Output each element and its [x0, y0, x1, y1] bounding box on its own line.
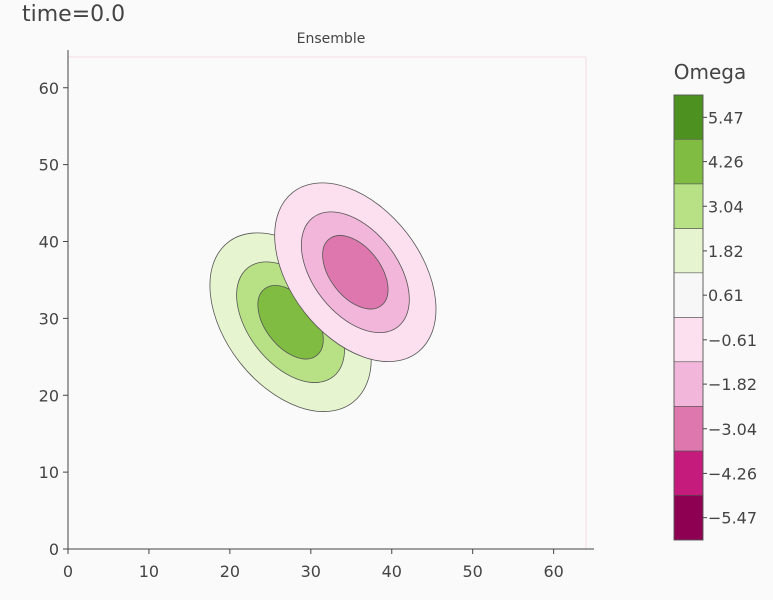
colorbar-bin [673, 406, 704, 452]
colorbar-bin [673, 94, 704, 140]
colorbar-tick-label: 0.61 [708, 286, 744, 305]
y-tick-label: 50 [39, 156, 59, 175]
x-tick-label: 30 [301, 562, 321, 581]
x-tick-label: 20 [220, 562, 240, 581]
colorbar-bin [673, 450, 704, 496]
colorbar-tick-label: −3.04 [708, 420, 757, 439]
colorbar-tick-label: 1.82 [708, 242, 744, 261]
colorbar-tick-label: −1.82 [708, 375, 757, 394]
x-tick-label: 10 [139, 562, 159, 581]
subplot-title: Ensemble [297, 31, 366, 47]
colorbar-bin [673, 183, 704, 229]
colorbar: Omega 5.47 4.26 3.04 1.82 0.61 −0.61 −1.82 −3.0… [673, 60, 757, 541]
y-tick-label: 30 [39, 309, 59, 328]
y-tick-label: 40 [39, 233, 59, 252]
contour-layer [209, 182, 437, 412]
colorbar-tick-label: −5.47 [708, 509, 757, 528]
y-tick-label: 10 [39, 463, 59, 482]
axes [67, 50, 594, 550]
colorbar-bin [673, 361, 704, 407]
colorbar-tick-label: −0.61 [708, 331, 757, 350]
colorbar-outline [673, 94, 704, 541]
x-tick-label: 40 [382, 562, 402, 581]
x-tick-label: 0 [63, 562, 73, 581]
colorbar-title: Omega [674, 60, 746, 84]
y-tick-label: 0 [49, 540, 59, 559]
y-tick-label: 60 [39, 79, 59, 98]
colorbar-bin [673, 495, 704, 541]
contour-negative-level-neg3.04 [322, 235, 389, 310]
colorbar-bin [673, 272, 704, 318]
y-ticks: 0 10 20 30 40 50 60 [39, 79, 68, 559]
x-ticks: 0 10 20 30 40 50 60 [63, 549, 564, 581]
page-title: time=0.0 [22, 2, 126, 27]
x-tick-label: 50 [463, 562, 483, 581]
colorbar-bin [673, 317, 704, 363]
colorbar-tick-label: 4.26 [708, 153, 744, 172]
x-tick-label: 60 [543, 562, 563, 581]
colorbar-tick-label: 5.47 [708, 108, 744, 127]
colorbar-labels: 5.47 4.26 3.04 1.82 0.61 −0.61 −1.82 −3.04 −4.26… [703, 108, 757, 528]
y-tick-label: 20 [39, 386, 59, 405]
colorbar-tick-label: −4.26 [708, 464, 757, 483]
colorbar-tick-label: 3.04 [708, 197, 744, 216]
colorbar-bins [673, 94, 704, 541]
colorbar-bin [673, 228, 704, 274]
colorbar-bin [673, 138, 704, 185]
